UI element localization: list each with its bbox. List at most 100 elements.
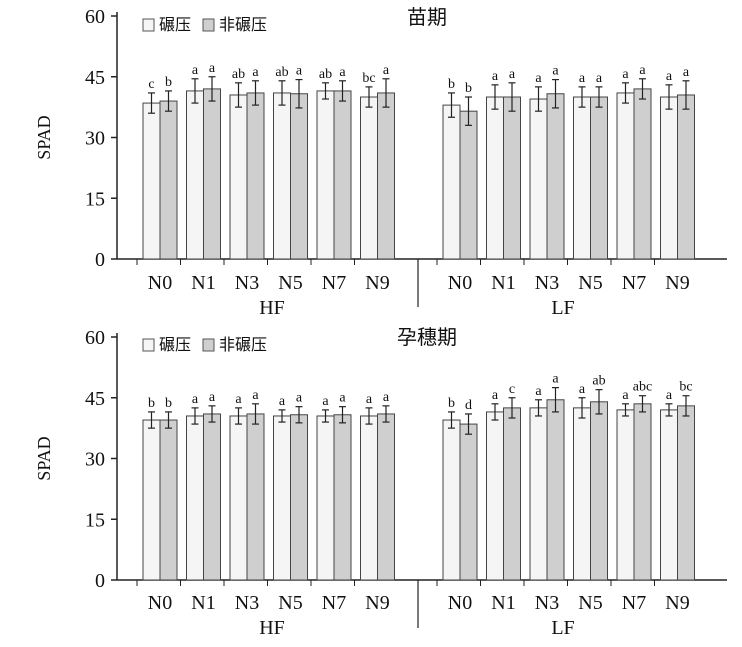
bar — [573, 96, 591, 260]
significance-label: a — [492, 69, 499, 84]
legend-label: 非碾压 — [219, 16, 267, 34]
x-tick-label: N5 — [278, 272, 302, 294]
x-tick-label: N7 — [622, 592, 646, 614]
legend-swatch — [202, 18, 215, 32]
x-tick-label: N3 — [535, 592, 559, 614]
y-tick-label: 0 — [95, 570, 105, 592]
bar — [186, 90, 204, 260]
y-axis-label: SPAD — [34, 436, 54, 480]
legend-swatch — [202, 338, 215, 352]
significance-label: a — [552, 372, 559, 387]
significance-label: b — [465, 81, 472, 96]
significance-label: abc — [633, 380, 652, 395]
bar — [677, 94, 695, 260]
x-tick-label: N9 — [365, 272, 389, 294]
significance-label: a — [622, 388, 629, 403]
x-tick-label: N0 — [448, 272, 472, 294]
significance-label: a — [192, 392, 199, 407]
bar — [142, 102, 161, 260]
x-tick-label: N0 — [148, 272, 172, 294]
bar — [590, 401, 608, 581]
significance-label: bc — [679, 380, 692, 395]
x-tick-label: N5 — [578, 592, 602, 614]
bar — [360, 96, 378, 260]
x-tick-label: N3 — [235, 272, 259, 294]
significance-label: a — [639, 63, 646, 78]
significance-label: a — [296, 391, 303, 406]
significance-label: a — [596, 71, 603, 86]
bar — [546, 93, 565, 260]
bar — [203, 88, 221, 260]
x-tick-label: N7 — [322, 272, 346, 294]
x-tick-label: N0 — [148, 592, 172, 614]
legend-label: 碾压 — [159, 337, 191, 354]
group-label: HF — [259, 297, 285, 319]
y-axis-label: SPAD — [34, 115, 54, 159]
significance-label: b — [448, 77, 455, 92]
significance-label: a — [579, 382, 586, 397]
significance-label: a — [209, 61, 216, 76]
y-tick-label: 45 — [85, 388, 105, 410]
x-tick-label: N9 — [365, 592, 389, 614]
bar — [590, 96, 608, 260]
bar — [546, 399, 565, 581]
y-tick-label: 60 — [85, 327, 105, 349]
bar — [142, 419, 161, 581]
bar — [459, 110, 478, 260]
bar — [333, 414, 352, 581]
significance-label: a — [535, 384, 542, 399]
significance-label: a — [252, 388, 259, 403]
bar — [529, 98, 548, 260]
y-tick-label: 15 — [85, 509, 105, 531]
significance-label: a — [366, 392, 373, 407]
bar — [159, 100, 178, 260]
significance-label: a — [235, 392, 242, 407]
x-tick-label: N7 — [622, 272, 646, 294]
bar — [503, 407, 521, 581]
bar — [660, 409, 678, 581]
y-tick-label: 30 — [85, 449, 105, 471]
bar — [316, 90, 335, 260]
significance-label: bc — [362, 71, 375, 86]
significance-label: a — [322, 394, 329, 409]
significance-label: a — [339, 391, 346, 406]
group-label: HF — [259, 617, 285, 639]
x-tick-label: N1 — [191, 272, 215, 294]
significance-label: a — [339, 65, 346, 80]
bar — [486, 411, 504, 581]
significance-label: a — [622, 67, 629, 82]
bar — [503, 96, 521, 260]
bar — [186, 415, 204, 581]
chart-title: 孕穗期 — [397, 326, 457, 349]
group-label: LF — [551, 297, 574, 319]
y-tick-label: 60 — [85, 6, 105, 28]
bar — [290, 93, 308, 260]
y-tick-label: 45 — [85, 67, 105, 89]
x-tick-label: N5 — [278, 592, 302, 614]
bar — [229, 94, 248, 260]
significance-label: d — [465, 398, 472, 413]
significance-label: a — [279, 394, 286, 409]
bar — [677, 405, 695, 581]
significance-label: ab — [275, 65, 288, 80]
significance-label: a — [666, 69, 673, 84]
x-tick-label: N3 — [235, 592, 259, 614]
bar — [442, 104, 461, 260]
significance-label: a — [383, 63, 390, 78]
bar — [616, 409, 635, 581]
significance-label: a — [509, 67, 516, 82]
significance-label: a — [296, 64, 303, 79]
bar — [246, 413, 265, 581]
significance-label: b — [148, 396, 155, 411]
significance-label: b — [165, 396, 172, 411]
bar — [273, 92, 291, 260]
group-label: LF — [551, 617, 574, 639]
x-tick-label: N9 — [665, 272, 689, 294]
bar — [246, 92, 265, 260]
y-tick-label: 0 — [95, 249, 105, 271]
legend-label: 碾压 — [159, 17, 191, 34]
significance-label: a — [552, 64, 559, 79]
y-tick-label: 30 — [85, 128, 105, 150]
